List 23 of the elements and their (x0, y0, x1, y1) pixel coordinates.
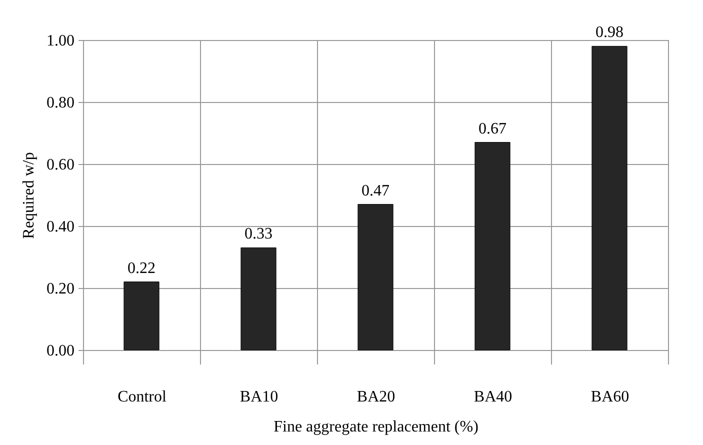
y-tick-label: 0.60 (46, 156, 74, 174)
data-label: 0.22 (128, 260, 156, 277)
y-tick-label: 0.20 (46, 280, 74, 298)
y-tick-label: 1.00 (46, 32, 74, 50)
y-tick-label: 0.80 (46, 94, 74, 112)
y-axis-title: Required w/p (20, 152, 38, 239)
x-tick-label: Control (118, 388, 167, 406)
data-label: 0.67 (478, 120, 506, 138)
x-axis-title: Fine aggregate replacement (%) (274, 418, 478, 436)
x-tick-label: BA20 (356, 388, 396, 406)
bar (124, 282, 160, 350)
bar (592, 46, 628, 350)
data-label: 0.47 (362, 182, 390, 200)
data-label: 0.98 (596, 24, 624, 42)
x-tick-label: BA60 (590, 388, 630, 406)
bar (240, 247, 276, 350)
y-tick-label: 0.00 (46, 342, 74, 360)
bar (358, 204, 394, 350)
data-label: 0.33 (244, 226, 272, 243)
x-tick-label: BA40 (474, 388, 512, 406)
y-tick-label: 0.40 (46, 218, 74, 236)
x-tick-label: BA10 (240, 388, 278, 406)
bar (474, 142, 510, 350)
